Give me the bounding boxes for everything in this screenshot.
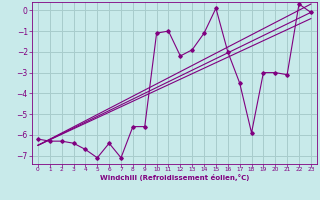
X-axis label: Windchill (Refroidissement éolien,°C): Windchill (Refroidissement éolien,°C) [100, 174, 249, 181]
